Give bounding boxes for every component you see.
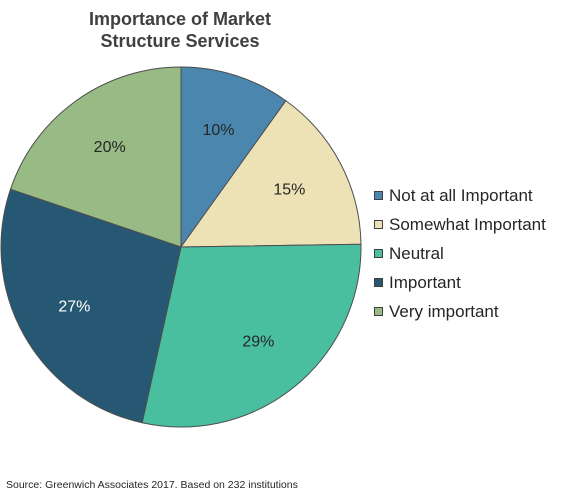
source-note: Source: Greenwich Associates 2017. Based… [6, 479, 298, 491]
legend-item-3: Important [374, 268, 546, 297]
legend-swatch-2 [374, 249, 383, 258]
legend-label-3: Important [389, 272, 461, 292]
legend-swatch-1 [374, 220, 383, 229]
chart-legend: Not at all Important Somewhat Important Ne… [374, 181, 546, 326]
legend-label-1: Somewhat Important [389, 214, 546, 234]
chart-title-line-1: Importance of Market [88, 9, 272, 29]
pie-data-label-2: 29% [242, 333, 274, 350]
chart-title-line-2: Structure Services [100, 31, 260, 51]
legend-item-4: Very important [374, 297, 546, 326]
legend-swatch-4 [374, 307, 383, 316]
pie-slice-2 [141, 243, 362, 428]
legend-swatch-0 [374, 191, 383, 200]
legend-item-0: Not at all Important [374, 181, 546, 210]
pie-data-label-1: 15% [273, 182, 305, 199]
pie-data-label-3: 27% [58, 299, 90, 316]
pie-slice-3 [0, 188, 182, 424]
legend-swatch-3 [374, 278, 383, 287]
pie-data-label-0: 10% [202, 122, 234, 139]
pie-data-label-4: 20% [94, 139, 126, 156]
legend-item-1: Somewhat Important [374, 210, 546, 239]
legend-label-4: Very important [389, 301, 499, 321]
legend-label-0: Not at all Important [389, 185, 533, 205]
pie-slice-0 [180, 66, 287, 249]
pie-slice-4 [9, 66, 182, 248]
chart-title: Importance of Market Structure Services [40, 8, 320, 52]
pie-slice-1 [180, 100, 362, 248]
legend-item-2: Neutral [374, 239, 546, 268]
legend-label-2: Neutral [389, 243, 444, 263]
